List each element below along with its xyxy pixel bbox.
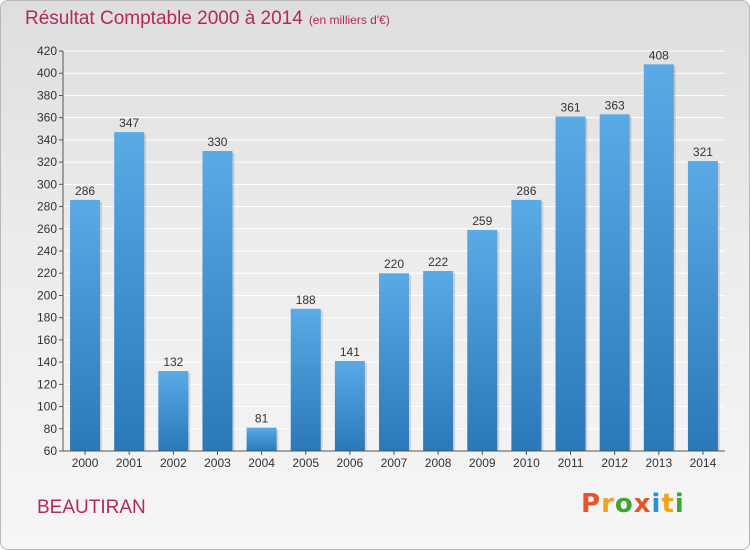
x-tick-label: 2005 (292, 456, 319, 470)
bar (246, 427, 277, 451)
x-tick-label: 2006 (337, 456, 364, 470)
logo-letter: o (614, 489, 634, 519)
y-tick-label: 200 (37, 288, 57, 302)
bar (511, 199, 542, 451)
bar (334, 361, 365, 451)
x-tick-label: 2011 (558, 456, 584, 470)
y-tick-label: 120 (37, 377, 57, 391)
x-tick-label: 2004 (248, 456, 275, 470)
bar-value-label: 321 (693, 145, 713, 159)
bar-value-label: 141 (340, 345, 360, 359)
bar-value-label: 220 (384, 257, 404, 271)
x-tick-label: 2001 (116, 456, 143, 470)
bar (423, 271, 454, 451)
bar (290, 308, 321, 451)
bar (114, 132, 145, 451)
x-tick-label: 2000 (72, 456, 99, 470)
y-tick-label: 80 (44, 422, 58, 436)
y-tick-label: 360 (37, 111, 57, 125)
bar (158, 371, 189, 451)
bar (687, 161, 718, 451)
bar-value-label: 286 (75, 184, 95, 198)
bar-value-label: 347 (119, 116, 139, 130)
chart-subtitle: (en milliers d'€) (308, 13, 390, 27)
bar (202, 151, 233, 451)
x-tick-label: 2002 (160, 456, 187, 470)
y-tick-label: 300 (37, 177, 57, 191)
chart-title: Résultat Comptable 2000 à 2014 (en millie… (25, 8, 390, 30)
x-tick-label: 2014 (690, 456, 717, 470)
y-tick-label: 320 (37, 155, 57, 169)
bar-value-label: 330 (207, 135, 227, 149)
y-tick-label: 260 (37, 222, 57, 236)
logo-letter: r (601, 489, 615, 519)
chart-title-text: Résultat Comptable 2000 à 2014 (25, 8, 303, 29)
bar-value-label: 363 (605, 98, 625, 112)
x-tick-label: 2012 (601, 456, 628, 470)
bar-value-label: 81 (255, 412, 269, 426)
logo-letter: t (661, 489, 675, 519)
y-tick-label: 420 (37, 44, 57, 58)
y-tick-label: 280 (37, 200, 57, 214)
y-tick-label: 60 (44, 444, 58, 458)
bar-value-label: 132 (163, 355, 183, 369)
logo-letter: i (651, 489, 662, 519)
proxiti-logo: Proxiti (581, 489, 685, 519)
bar (70, 199, 101, 451)
y-tick-label: 340 (37, 133, 57, 147)
y-tick-label: 240 (37, 244, 57, 258)
logo-letter: x (633, 489, 652, 519)
y-tick-label: 380 (37, 88, 57, 102)
bar-value-label: 188 (296, 293, 316, 307)
y-tick-label: 140 (37, 355, 57, 369)
bar (467, 229, 498, 451)
bar (599, 114, 630, 451)
bar-value-label: 361 (561, 101, 581, 115)
y-tick-label: 180 (37, 311, 57, 325)
logo-letter: i (674, 489, 685, 519)
x-tick-label: 2010 (513, 456, 540, 470)
bar (643, 64, 674, 452)
y-tick-label: 160 (37, 333, 57, 347)
x-tick-label: 2007 (381, 456, 408, 470)
x-tick-label: 2013 (645, 456, 672, 470)
bar-value-label: 286 (516, 184, 536, 198)
y-tick-label: 220 (37, 266, 57, 280)
commune-name: BEAUTIRAN (37, 497, 146, 518)
y-tick-label: 100 (37, 400, 57, 414)
bar-value-label: 408 (649, 48, 669, 62)
x-tick-label: 2003 (204, 456, 231, 470)
bar (379, 273, 409, 451)
x-tick-label: 2009 (469, 456, 496, 470)
y-tick-label: 400 (37, 66, 57, 80)
logo-letter: P (581, 489, 602, 519)
bar-chart: 286 347 132 330 81 188 141 220 222 259 286 361 363 40… (37, 44, 725, 470)
bar-value-label: 259 (472, 214, 492, 228)
bar (555, 116, 586, 452)
bar-value-label: 222 (428, 255, 448, 269)
x-tick-label: 2008 (425, 456, 452, 470)
